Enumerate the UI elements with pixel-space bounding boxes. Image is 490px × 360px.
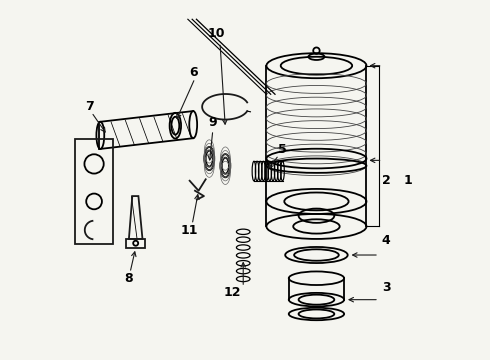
- Text: 12: 12: [224, 286, 241, 299]
- Text: 10: 10: [208, 27, 225, 40]
- Text: 2: 2: [382, 174, 391, 186]
- Text: 6: 6: [189, 66, 197, 79]
- Bar: [126, 239, 145, 248]
- Text: 7: 7: [85, 100, 94, 113]
- Text: 1: 1: [403, 174, 412, 186]
- Text: 3: 3: [382, 281, 391, 294]
- Text: 11: 11: [181, 224, 198, 237]
- Text: 4: 4: [382, 234, 391, 247]
- Text: 5: 5: [278, 143, 287, 156]
- Text: 9: 9: [209, 116, 217, 129]
- Bar: [75, 139, 113, 244]
- Text: 8: 8: [124, 272, 133, 285]
